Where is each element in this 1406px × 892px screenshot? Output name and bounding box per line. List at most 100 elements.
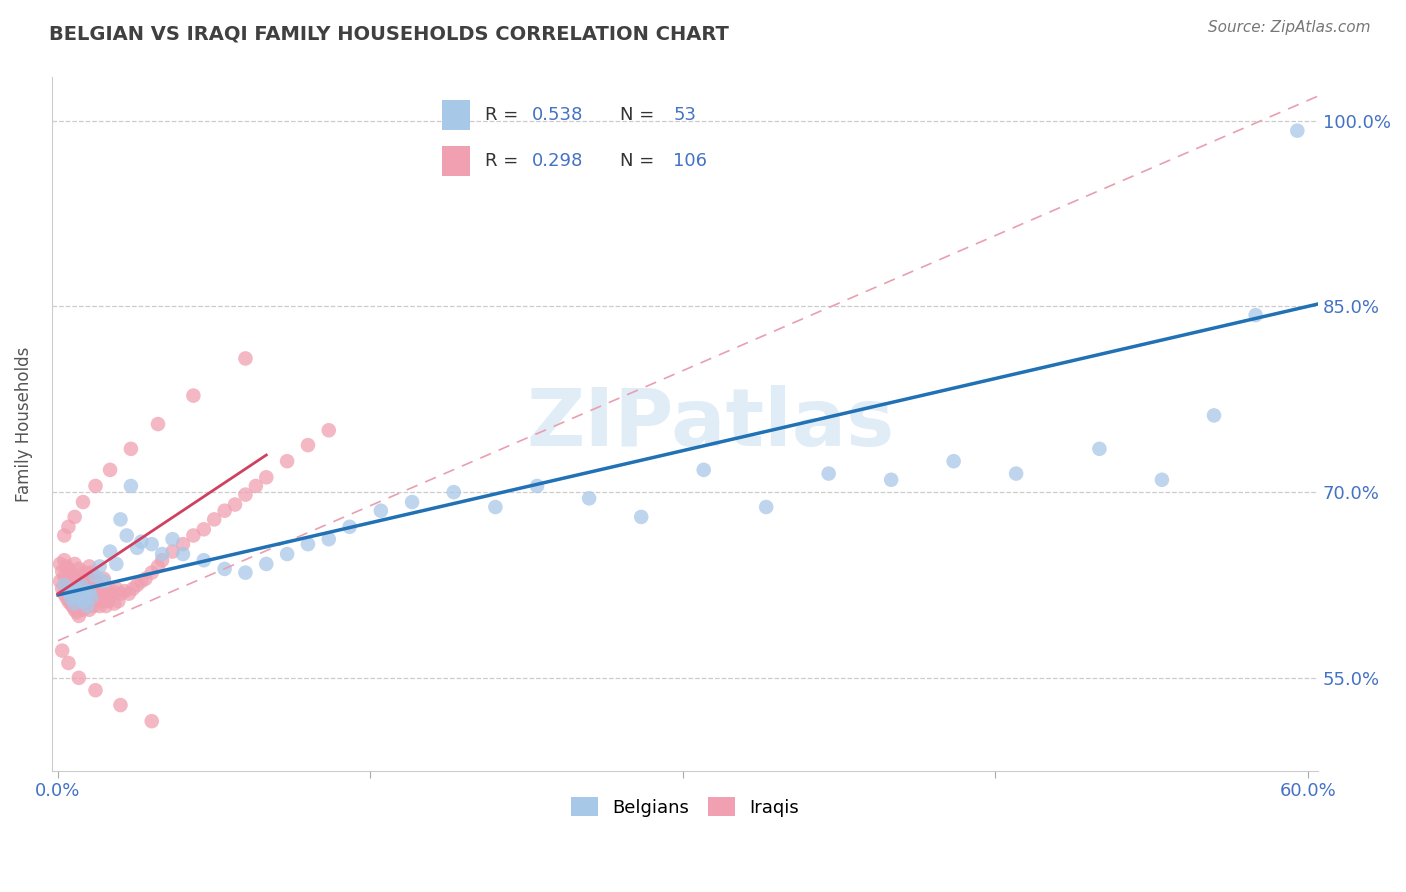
Point	[53, 553, 76, 567]
Point	[131, 534, 153, 549]
Point	[162, 544, 184, 558]
Point	[235, 566, 257, 580]
Point	[120, 442, 142, 456]
Point	[63, 587, 86, 601]
Point	[339, 520, 361, 534]
Point	[1202, 409, 1225, 423]
Point	[72, 603, 94, 617]
Point	[51, 565, 73, 579]
Point	[110, 587, 132, 601]
Point	[101, 584, 124, 599]
Point	[76, 599, 98, 613]
Point	[235, 488, 257, 502]
Point	[120, 479, 142, 493]
Point	[276, 454, 298, 468]
Point	[235, 351, 257, 366]
Point	[63, 597, 86, 611]
Point	[66, 605, 89, 619]
Y-axis label: Family Households: Family Households	[15, 346, 32, 502]
Point	[141, 566, 163, 580]
Point	[58, 656, 80, 670]
Point	[58, 562, 80, 576]
Point	[183, 388, 205, 402]
Point	[254, 557, 277, 571]
Point	[70, 578, 93, 592]
Text: ZIPatlas: ZIPatlas	[526, 385, 894, 463]
Point	[51, 643, 73, 657]
Point	[62, 584, 84, 599]
Point	[62, 569, 84, 583]
Point	[67, 562, 90, 576]
Point	[51, 582, 73, 596]
Point	[72, 587, 94, 601]
Point	[297, 438, 319, 452]
Point	[1244, 308, 1267, 322]
Point	[245, 479, 267, 493]
Point	[118, 587, 141, 601]
Point	[59, 597, 82, 611]
Point	[131, 574, 153, 589]
Point	[630, 509, 652, 524]
Point	[370, 504, 392, 518]
Point	[150, 547, 173, 561]
Point	[80, 582, 103, 596]
Point	[66, 574, 89, 589]
Point	[82, 584, 104, 599]
Point	[297, 537, 319, 551]
Point	[75, 594, 97, 608]
Point	[1088, 442, 1111, 456]
Point	[97, 594, 120, 608]
Point	[1286, 123, 1309, 137]
Point	[224, 498, 246, 512]
Point	[755, 500, 778, 514]
Point	[63, 572, 86, 586]
Point	[59, 591, 82, 605]
Point	[80, 591, 103, 605]
Point	[55, 574, 77, 589]
Point	[94, 599, 117, 613]
Point	[84, 683, 107, 698]
Point	[93, 574, 115, 589]
Point	[55, 591, 77, 605]
Point	[63, 509, 86, 524]
Point	[84, 574, 107, 589]
Point	[401, 495, 423, 509]
Point	[84, 569, 107, 583]
Point	[98, 463, 121, 477]
Point	[70, 599, 93, 613]
Point	[77, 587, 100, 601]
Point	[150, 553, 173, 567]
Point	[77, 584, 100, 599]
Point	[62, 587, 84, 601]
Point	[70, 569, 93, 583]
Point	[122, 582, 145, 596]
Point	[58, 584, 80, 599]
Point	[89, 584, 111, 599]
Point	[146, 559, 169, 574]
Point	[817, 467, 839, 481]
Point	[1005, 467, 1028, 481]
Point	[72, 594, 94, 608]
Point	[58, 594, 80, 608]
Point	[105, 582, 128, 596]
Point	[93, 572, 115, 586]
Point	[276, 547, 298, 561]
Point	[107, 594, 129, 608]
Point	[62, 599, 84, 613]
Point	[254, 470, 277, 484]
Point	[72, 572, 94, 586]
Point	[66, 582, 89, 596]
Point	[103, 597, 125, 611]
Point	[76, 584, 98, 599]
Point	[127, 541, 149, 555]
Point	[75, 566, 97, 580]
Point	[134, 572, 156, 586]
Point	[162, 532, 184, 546]
Text: Source: ZipAtlas.com: Source: ZipAtlas.com	[1208, 20, 1371, 35]
Point	[318, 532, 340, 546]
Point	[880, 473, 903, 487]
Point	[692, 463, 714, 477]
Point	[193, 522, 215, 536]
Point	[76, 569, 98, 583]
Point	[49, 557, 72, 571]
